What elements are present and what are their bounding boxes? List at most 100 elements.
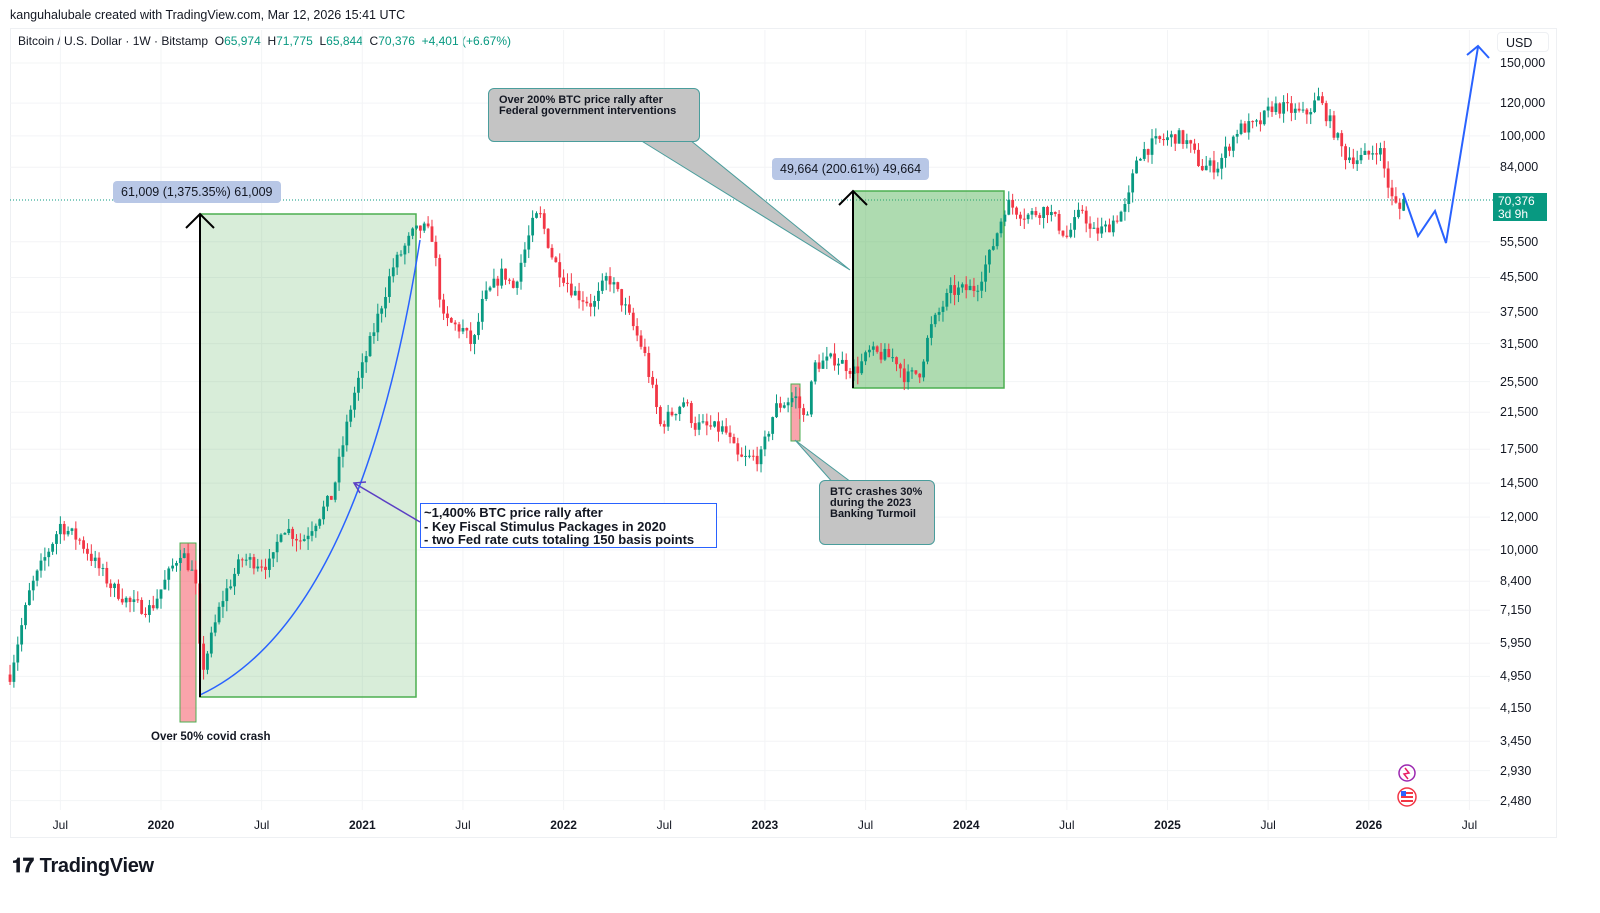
candle-body: [635, 326, 639, 336]
candle-body: [457, 324, 461, 332]
candle-body: [337, 456, 341, 483]
candle-body: [1123, 203, 1127, 212]
candle-body: [767, 433, 771, 437]
tradingview-logo[interactable]: 𝟏𝟕 TradingView: [12, 855, 154, 878]
candle-body: [1375, 153, 1378, 155]
candle-body: [1018, 214, 1022, 219]
candle-body: [1096, 227, 1100, 234]
candle-body: [233, 573, 236, 587]
candle-body: [1108, 224, 1111, 233]
candle-body: [345, 421, 349, 446]
candle-body: [569, 283, 573, 296]
candle-body: [167, 568, 171, 580]
candle-body: [1158, 136, 1162, 140]
candle-body: [206, 653, 209, 670]
candle-body: [364, 356, 368, 363]
candle-body: [1262, 110, 1266, 125]
time-tick: 2025: [1154, 818, 1181, 832]
low-value: 65,844: [326, 34, 363, 48]
covid-crash-box: [179, 542, 197, 723]
candle-body: [20, 625, 24, 645]
price-tick: 100,000: [1500, 128, 1546, 143]
candle-body: [1382, 148, 1386, 169]
candle-body: [86, 548, 89, 554]
candle-body: [1115, 220, 1119, 222]
ai-sparkle-icon[interactable]: [1398, 764, 1416, 782]
candle-body: [395, 254, 399, 268]
candle-body: [933, 314, 937, 325]
candle-body: [484, 290, 488, 299]
candle-body: [1239, 123, 1243, 135]
candle-body: [426, 223, 430, 227]
candle-body: [1367, 150, 1371, 155]
candle-body: [1216, 168, 1220, 173]
candle-body: [806, 414, 809, 416]
candle-body: [1228, 146, 1231, 151]
candle-body: [643, 346, 647, 353]
us-flag-icon[interactable]: [1397, 787, 1417, 807]
candle-body: [302, 539, 306, 541]
candle-body: [628, 304, 631, 313]
candle-body: [1289, 103, 1293, 113]
candle-body: [1363, 150, 1367, 155]
candle-body: [871, 346, 875, 350]
candle-body: [937, 311, 941, 315]
candle-body: [140, 599, 144, 614]
candle-body: [418, 225, 422, 231]
candle-body: [353, 392, 356, 410]
candle-body: [817, 362, 821, 369]
price-tick: 7,150: [1500, 603, 1532, 618]
candle-body: [837, 363, 840, 366]
candle-body: [689, 403, 693, 424]
candle-body: [62, 523, 66, 535]
candle-body: [844, 359, 848, 372]
candle-body: [655, 384, 658, 408]
candle-body: [929, 324, 933, 338]
candle-body: [8, 674, 12, 682]
candle-body: [775, 403, 778, 418]
candle-body: [558, 262, 562, 278]
candle-body: [500, 268, 504, 286]
candle-body: [535, 213, 538, 218]
candle-body: [453, 322, 457, 325]
currency-selector[interactable]: USD: [1497, 32, 1549, 52]
candle-body: [616, 282, 620, 290]
candle-body: [995, 233, 999, 247]
candle-body: [411, 228, 415, 236]
candle-body: [1077, 209, 1080, 218]
candle-body: [221, 601, 225, 607]
candle-body: [597, 290, 600, 302]
candle-body: [229, 586, 233, 589]
candle-body: [531, 217, 535, 236]
candle-body: [298, 540, 302, 542]
candle-body: [35, 570, 39, 581]
candle-body: [368, 336, 372, 357]
candle-body: [1104, 224, 1107, 227]
candle-body: [1015, 207, 1018, 215]
candle-body: [74, 528, 78, 540]
candle-body: [1371, 153, 1375, 155]
candle-body: [1065, 235, 1069, 237]
time-tick: 2026: [1355, 818, 1383, 832]
candle-body: [968, 285, 972, 291]
candle-body: [449, 318, 453, 323]
forecast-arrowhead-icon: [1466, 44, 1490, 59]
candle-body: [1166, 137, 1169, 141]
candle-body: [697, 422, 701, 430]
candle-body: [147, 605, 151, 615]
candle-body: [190, 569, 194, 571]
candle-body: [1185, 140, 1189, 144]
candle-body: [701, 421, 705, 423]
candle-body: [713, 421, 716, 427]
candle-body: [771, 417, 775, 434]
candle-body: [651, 376, 655, 385]
candle-body: [883, 348, 887, 360]
candle-body: [271, 552, 275, 559]
candle-body: [612, 282, 616, 285]
candle-body: [477, 321, 480, 336]
price-tick: 2,480: [1500, 793, 1532, 808]
close-label: C: [369, 34, 379, 48]
candle-body: [744, 455, 747, 457]
price-tick: 84,000: [1500, 160, 1539, 175]
